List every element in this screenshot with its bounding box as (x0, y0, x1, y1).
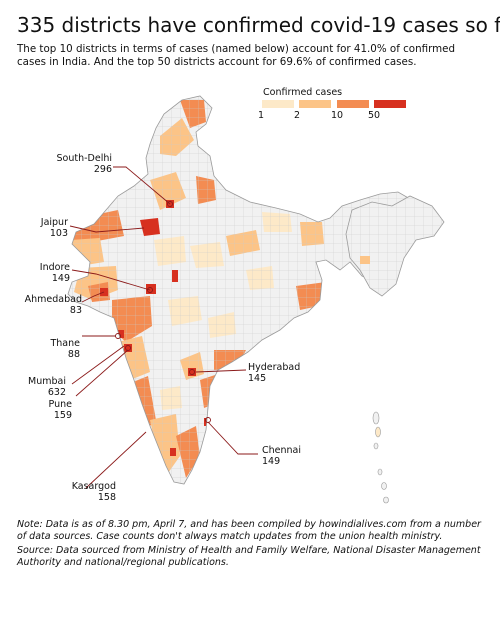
district-cases: 103 (49, 228, 68, 239)
district-name: Kasargod (71, 481, 116, 492)
data-note: Note: Data is as of 8.30 pm, April 7, an… (17, 519, 481, 542)
label-mumbai: Mumbai 632 (16, 376, 66, 398)
legend-swatch-4 (374, 100, 406, 108)
label-chennai: Chennai 149 (262, 445, 301, 467)
district-cases: 149 (262, 456, 281, 467)
district-name: Jaipur (40, 217, 68, 228)
district-name: Mumbai (28, 376, 66, 387)
district-name: Thane (50, 338, 80, 349)
page-subtitle: The top 10 districts in terms of cases (… (17, 43, 456, 68)
district-cases: 149 (51, 273, 70, 284)
legend-title: Confirmed cases (263, 87, 343, 98)
label-pune: Pune 159 (24, 399, 72, 421)
legend-tick-2: 2 (294, 110, 301, 121)
district-name: Hyderabad (248, 362, 301, 373)
district-cases: 158 (97, 492, 116, 503)
label-south-delhi: South-Delhi 296 (44, 153, 113, 175)
legend-swatch-1 (262, 100, 294, 108)
label-thane: Thane 88 (30, 338, 80, 360)
district-cases: 159 (53, 410, 72, 421)
label-indore: Indore 149 (20, 262, 70, 284)
label-hyderabad: Hyderabad 145 (248, 362, 300, 384)
legend-tick-3: 10 (331, 110, 344, 121)
district-cases: 83 (69, 305, 82, 316)
district-name: Ahmedabad (24, 294, 82, 305)
district-cases: 296 (93, 164, 112, 175)
district-cases: 88 (67, 349, 80, 360)
district-cases: 145 (248, 373, 267, 384)
district-cases: 632 (47, 387, 66, 398)
page-title: 335 districts have confirmed covid-19 ca… (17, 13, 500, 37)
legend-tick-1: 1 (258, 110, 265, 121)
district-name: Chennai (262, 445, 302, 456)
label-kasargod: Kasargod 158 (50, 481, 116, 503)
district-name: Indore (39, 262, 70, 273)
source-note: Source: Data sourced from Ministry of He… (17, 545, 481, 568)
label-ahmedabad: Ahmedabad 83 (20, 294, 82, 316)
legend-swatch-2 (299, 100, 331, 108)
legend-swatch-3 (337, 100, 369, 108)
district-name: Pune (48, 399, 72, 410)
label-jaipur: Jaipur 103 (20, 217, 68, 239)
district-name: South-Delhi (56, 153, 113, 164)
legend-tick-4: 50 (368, 110, 381, 121)
